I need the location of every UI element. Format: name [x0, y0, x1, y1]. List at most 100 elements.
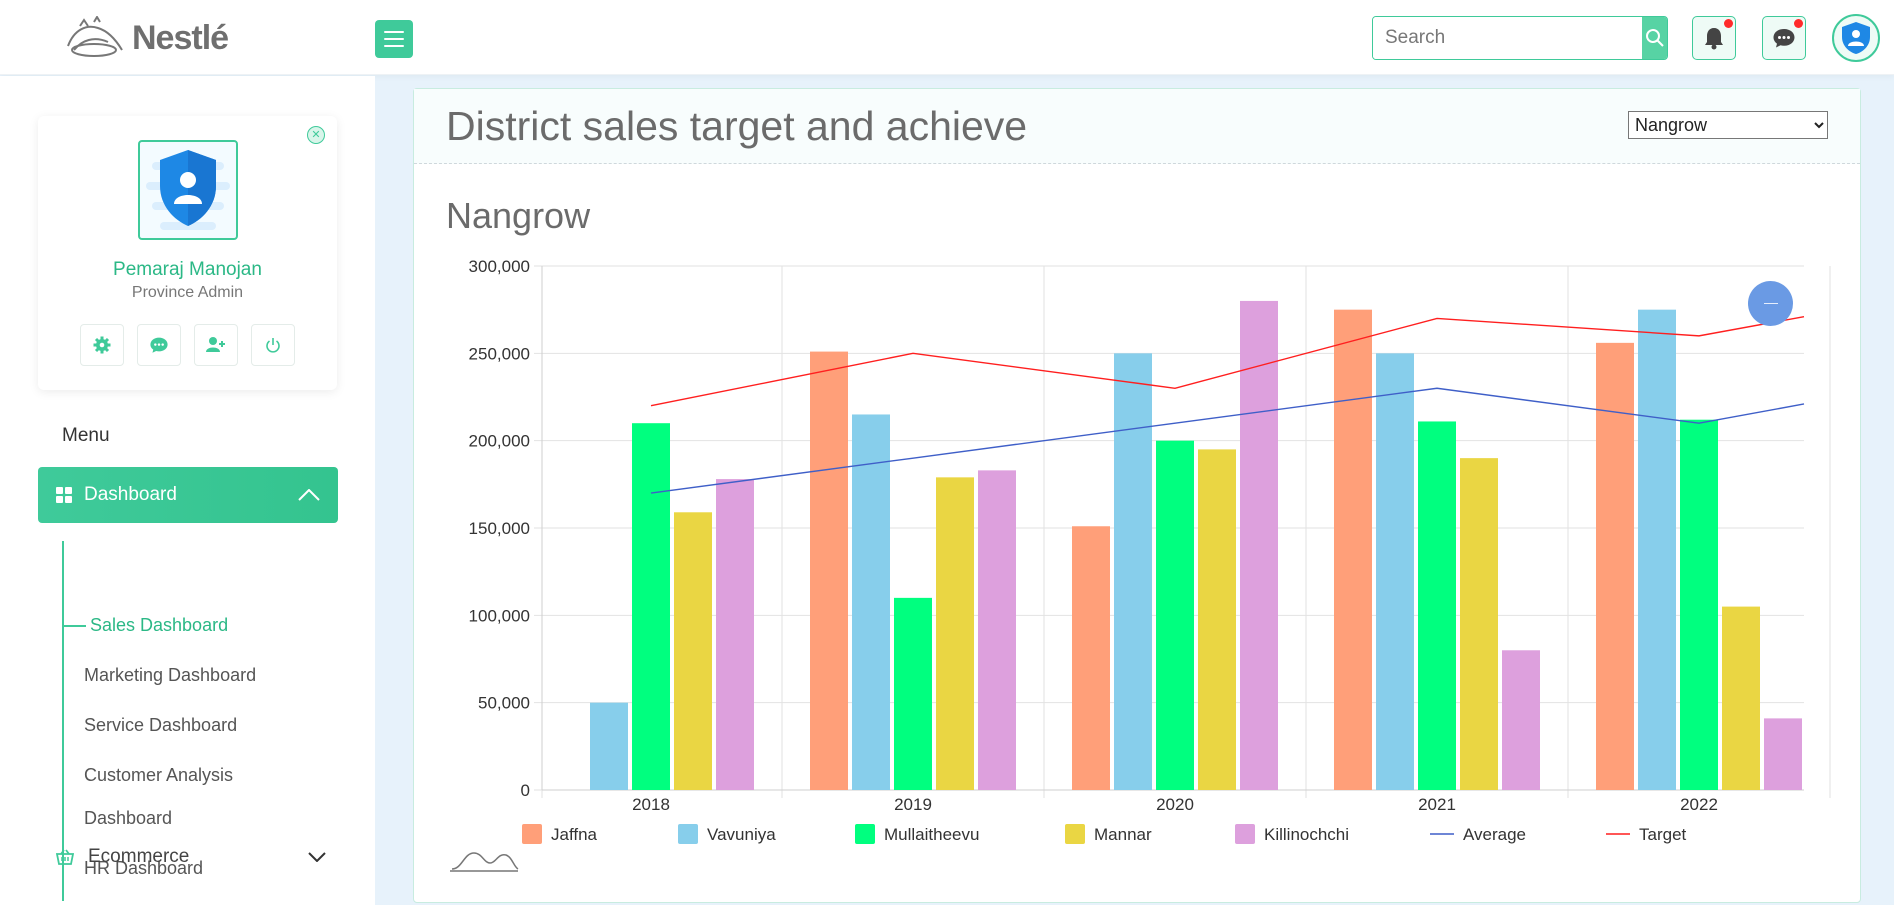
bar-mannar-2022 [1722, 606, 1760, 790]
messages-button[interactable] [1762, 16, 1806, 60]
sidebar-item-customer-analysis-dashboard[interactable]: Dashboard [84, 808, 173, 828]
district-select[interactable]: Nangrow [1628, 111, 1828, 139]
bar-mannar-2021 [1460, 458, 1498, 790]
legend-label[interactable]: Target [1639, 825, 1687, 844]
x-tick-label: 2019 [894, 795, 932, 814]
power-icon [266, 338, 280, 353]
bar-killinochchi-2021 [1502, 650, 1540, 790]
y-tick-label: 100,000 [469, 606, 530, 625]
grid-icon [56, 487, 72, 503]
legend-swatch-vavuniya[interactable] [678, 824, 698, 844]
sidebar-item-customer-analysis[interactable]: Customer Analysis [84, 765, 234, 785]
top-bar: Nestlé [0, 0, 1894, 75]
sales-chart-card: District sales target and achieve Nangro… [413, 88, 1861, 903]
bar-jaffna-2022 [1596, 342, 1634, 790]
y-tick-label: 300,000 [469, 257, 530, 276]
y-tick-label: 200,000 [469, 432, 530, 451]
nest-logo-icon [67, 16, 123, 57]
page-title: District sales target and achieve [446, 103, 1028, 149]
legend-swatch-mannar[interactable] [1065, 824, 1085, 844]
y-tick-label: 50,000 [478, 694, 530, 713]
bar-mullaitheevu-2019 [894, 597, 932, 790]
avatar [138, 140, 238, 240]
sidebar-item-label: Dashboard [84, 484, 177, 505]
shield-user-icon [146, 150, 230, 230]
profile-role: Province Admin [131, 284, 244, 301]
bar-vavuniya-2022 [1638, 309, 1676, 790]
close-icon[interactable]: ✕ [307, 126, 325, 144]
notification-badge [1724, 19, 1733, 28]
legend-swatch-killinochchi[interactable] [1235, 824, 1255, 844]
x-tick-label: 2021 [1418, 795, 1456, 814]
sidebar-item-sales-dashboard[interactable]: Sales Dashboard [63, 615, 229, 635]
legend-label[interactable]: Average [1463, 825, 1526, 844]
shield-user-icon [1842, 22, 1870, 54]
legend-label[interactable]: Jaffna [551, 825, 598, 844]
menu-heading: Menu [62, 425, 110, 446]
search-input[interactable] [1373, 17, 1642, 59]
brand-name: Nestlé [132, 18, 229, 57]
line-average [650, 387, 1805, 494]
chart-title: Nangrow [446, 195, 591, 236]
card-header: District sales target and achieve Nangro… [414, 89, 1860, 164]
sidebar-item-label: Ecommerce [88, 846, 190, 867]
chat-icon [150, 337, 168, 353]
sidebar-item-dashboard[interactable]: Dashboard [38, 467, 338, 523]
bar-mullaitheevu-2022 [1680, 419, 1718, 790]
message-badge [1794, 19, 1803, 28]
bar-vavuniya-2019 [852, 414, 890, 790]
x-tick-label: 2020 [1156, 795, 1194, 814]
dashboard-submenu: Sales Dashboard Marketing Dashboard Serv… [62, 541, 322, 901]
bar-mullaitheevu-2020 [1156, 440, 1194, 790]
legend-swatch-jaffna[interactable] [522, 824, 542, 844]
settings-button[interactable] [80, 324, 124, 366]
legend-label[interactable]: Vavuniya [707, 825, 776, 844]
sidebar-item-ecommerce[interactable]: Ecommerce [56, 842, 326, 872]
menu-toggle-button[interactable] [375, 20, 413, 58]
floating-action-button[interactable] [1748, 281, 1793, 326]
bar-vavuniya-2018 [590, 702, 628, 790]
bar-vavuniya-2020 [1114, 353, 1152, 790]
bar-killinochchi-2020 [1240, 300, 1278, 790]
sidebar: ✕ Pemaraj Manojan Province Admin [0, 76, 375, 905]
chat-icon [1773, 29, 1795, 48]
bar-mannar-2018 [674, 512, 712, 790]
x-tick-label: 2022 [1680, 795, 1718, 814]
legend-label[interactable]: Mannar [1094, 825, 1152, 844]
sidebar-item-hr-dashboard[interactable]: HR Dashboard [84, 858, 204, 878]
gear-icon [93, 336, 111, 354]
chevron-down-icon [308, 852, 326, 862]
y-tick-label: 250,000 [469, 344, 530, 363]
profile-actions [80, 324, 295, 366]
logout-button[interactable] [251, 324, 295, 366]
legend-swatch-mullaitheevu[interactable] [855, 824, 875, 844]
brand-logo[interactable]: Nestlé [64, 16, 229, 60]
sidebar-item-service-dashboard[interactable]: Service Dashboard [84, 715, 238, 735]
y-tick-label: 0 [521, 781, 530, 800]
sidebar-item-marketing-dashboard[interactable]: Marketing Dashboard [84, 665, 257, 685]
user-avatar-button[interactable] [1832, 14, 1880, 62]
minus-icon [1763, 303, 1778, 304]
bar-jaffna-2021 [1334, 309, 1372, 790]
legend-label[interactable]: Mullaitheevu [884, 825, 979, 844]
chevron-up-icon [298, 489, 320, 501]
notifications-button[interactable] [1692, 16, 1736, 60]
bar-jaffna-2019 [810, 351, 848, 790]
bar-vavuniya-2021 [1376, 353, 1414, 790]
bar-mullaitheevu-2018 [632, 423, 670, 790]
legend-label[interactable]: Killinochchi [1264, 825, 1349, 844]
bar-killinochchi-2018 [716, 479, 754, 790]
add-user-button[interactable] [194, 324, 238, 366]
chart-zoom-icon[interactable] [450, 852, 519, 872]
chat-button[interactable] [137, 324, 181, 366]
search-button[interactable] [1642, 17, 1667, 59]
y-tick-label: 150,000 [469, 519, 530, 538]
hamburger-icon [384, 31, 404, 33]
bar-killinochchi-2019 [978, 470, 1016, 790]
bar-killinochchi-2022 [1764, 718, 1802, 790]
search-bar [1372, 16, 1668, 60]
bar-mannar-2020 [1198, 449, 1236, 790]
basket-icon [56, 849, 74, 865]
bar-mullaitheevu-2021 [1418, 421, 1456, 790]
sales-bar-chart: 0 50,000 100,000 150,000 200,000 250,000 300,0… [450, 257, 1831, 872]
